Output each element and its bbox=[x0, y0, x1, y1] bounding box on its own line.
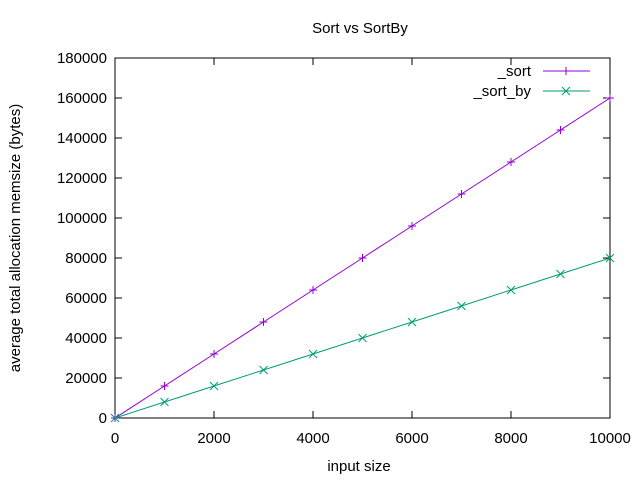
data-point-sort bbox=[160, 382, 169, 390]
series-sort-by bbox=[110, 253, 615, 423]
y-tick-label: 100000 bbox=[57, 210, 107, 227]
legend-marker bbox=[561, 86, 571, 96]
data-point-sort-by bbox=[358, 333, 367, 343]
x-tick-label: 6000 bbox=[395, 430, 428, 447]
x-tick-label: 2000 bbox=[197, 430, 230, 447]
data-point-sort-by bbox=[259, 365, 268, 375]
data-point-sort-by bbox=[506, 285, 516, 295]
axis-ticks: 0200004000060000800001000001200001400001… bbox=[57, 50, 631, 447]
y-tick-label: 20000 bbox=[65, 370, 107, 387]
plot-frame bbox=[114, 57, 611, 419]
y-tick-label: 120000 bbox=[57, 170, 107, 187]
series-sort bbox=[111, 94, 614, 422]
data-point-sort bbox=[309, 286, 317, 294]
y-tick-label: 40000 bbox=[65, 330, 107, 347]
data-point-sort bbox=[507, 158, 515, 166]
x-axis-title: input size bbox=[327, 458, 390, 475]
y-tick-label: 160000 bbox=[57, 90, 107, 107]
data-point-sort-by bbox=[457, 301, 466, 311]
data-point-sort-by bbox=[308, 349, 318, 359]
data-point-sort bbox=[358, 254, 367, 262]
x-tick-label: 4000 bbox=[296, 430, 329, 447]
y-tick-label: 80000 bbox=[65, 250, 107, 267]
legend-label: _sort_by bbox=[472, 83, 531, 100]
data-point-sort bbox=[259, 318, 268, 326]
data-point-sort bbox=[408, 222, 416, 230]
data-point-sort bbox=[606, 94, 614, 102]
y-tick-label: 0 bbox=[99, 410, 107, 427]
y-tick-label: 60000 bbox=[65, 290, 107, 307]
x-tick-label: 0 bbox=[111, 430, 119, 447]
chart-title: Sort vs SortBy bbox=[312, 20, 408, 37]
data-point-sort-by bbox=[110, 413, 120, 423]
y-tick-label: 140000 bbox=[57, 130, 107, 147]
x-tick-label: 8000 bbox=[494, 430, 527, 447]
y-tick-label: 180000 bbox=[57, 50, 107, 67]
legend-entry-sort-by: _sort_by bbox=[472, 83, 590, 100]
data-point-sort-by bbox=[209, 381, 219, 391]
data-point-sort-by bbox=[556, 269, 565, 279]
data-point-sort-by bbox=[605, 253, 615, 263]
data-point-sort bbox=[210, 350, 218, 358]
x-tick-label: 10000 bbox=[589, 430, 631, 447]
legend: _sort _sort_by bbox=[472, 63, 590, 100]
legend-label: _sort bbox=[497, 63, 532, 80]
series-layer bbox=[110, 94, 615, 423]
legend-entry-sort: _sort bbox=[497, 63, 590, 80]
data-point-sort bbox=[457, 190, 466, 198]
data-point-sort-by bbox=[160, 397, 169, 407]
data-point-sort-by bbox=[407, 317, 417, 327]
data-point-sort bbox=[556, 126, 565, 134]
y-axis-title: average total allocation memsize (bytes) bbox=[7, 104, 24, 372]
legend-marker bbox=[562, 67, 570, 75]
